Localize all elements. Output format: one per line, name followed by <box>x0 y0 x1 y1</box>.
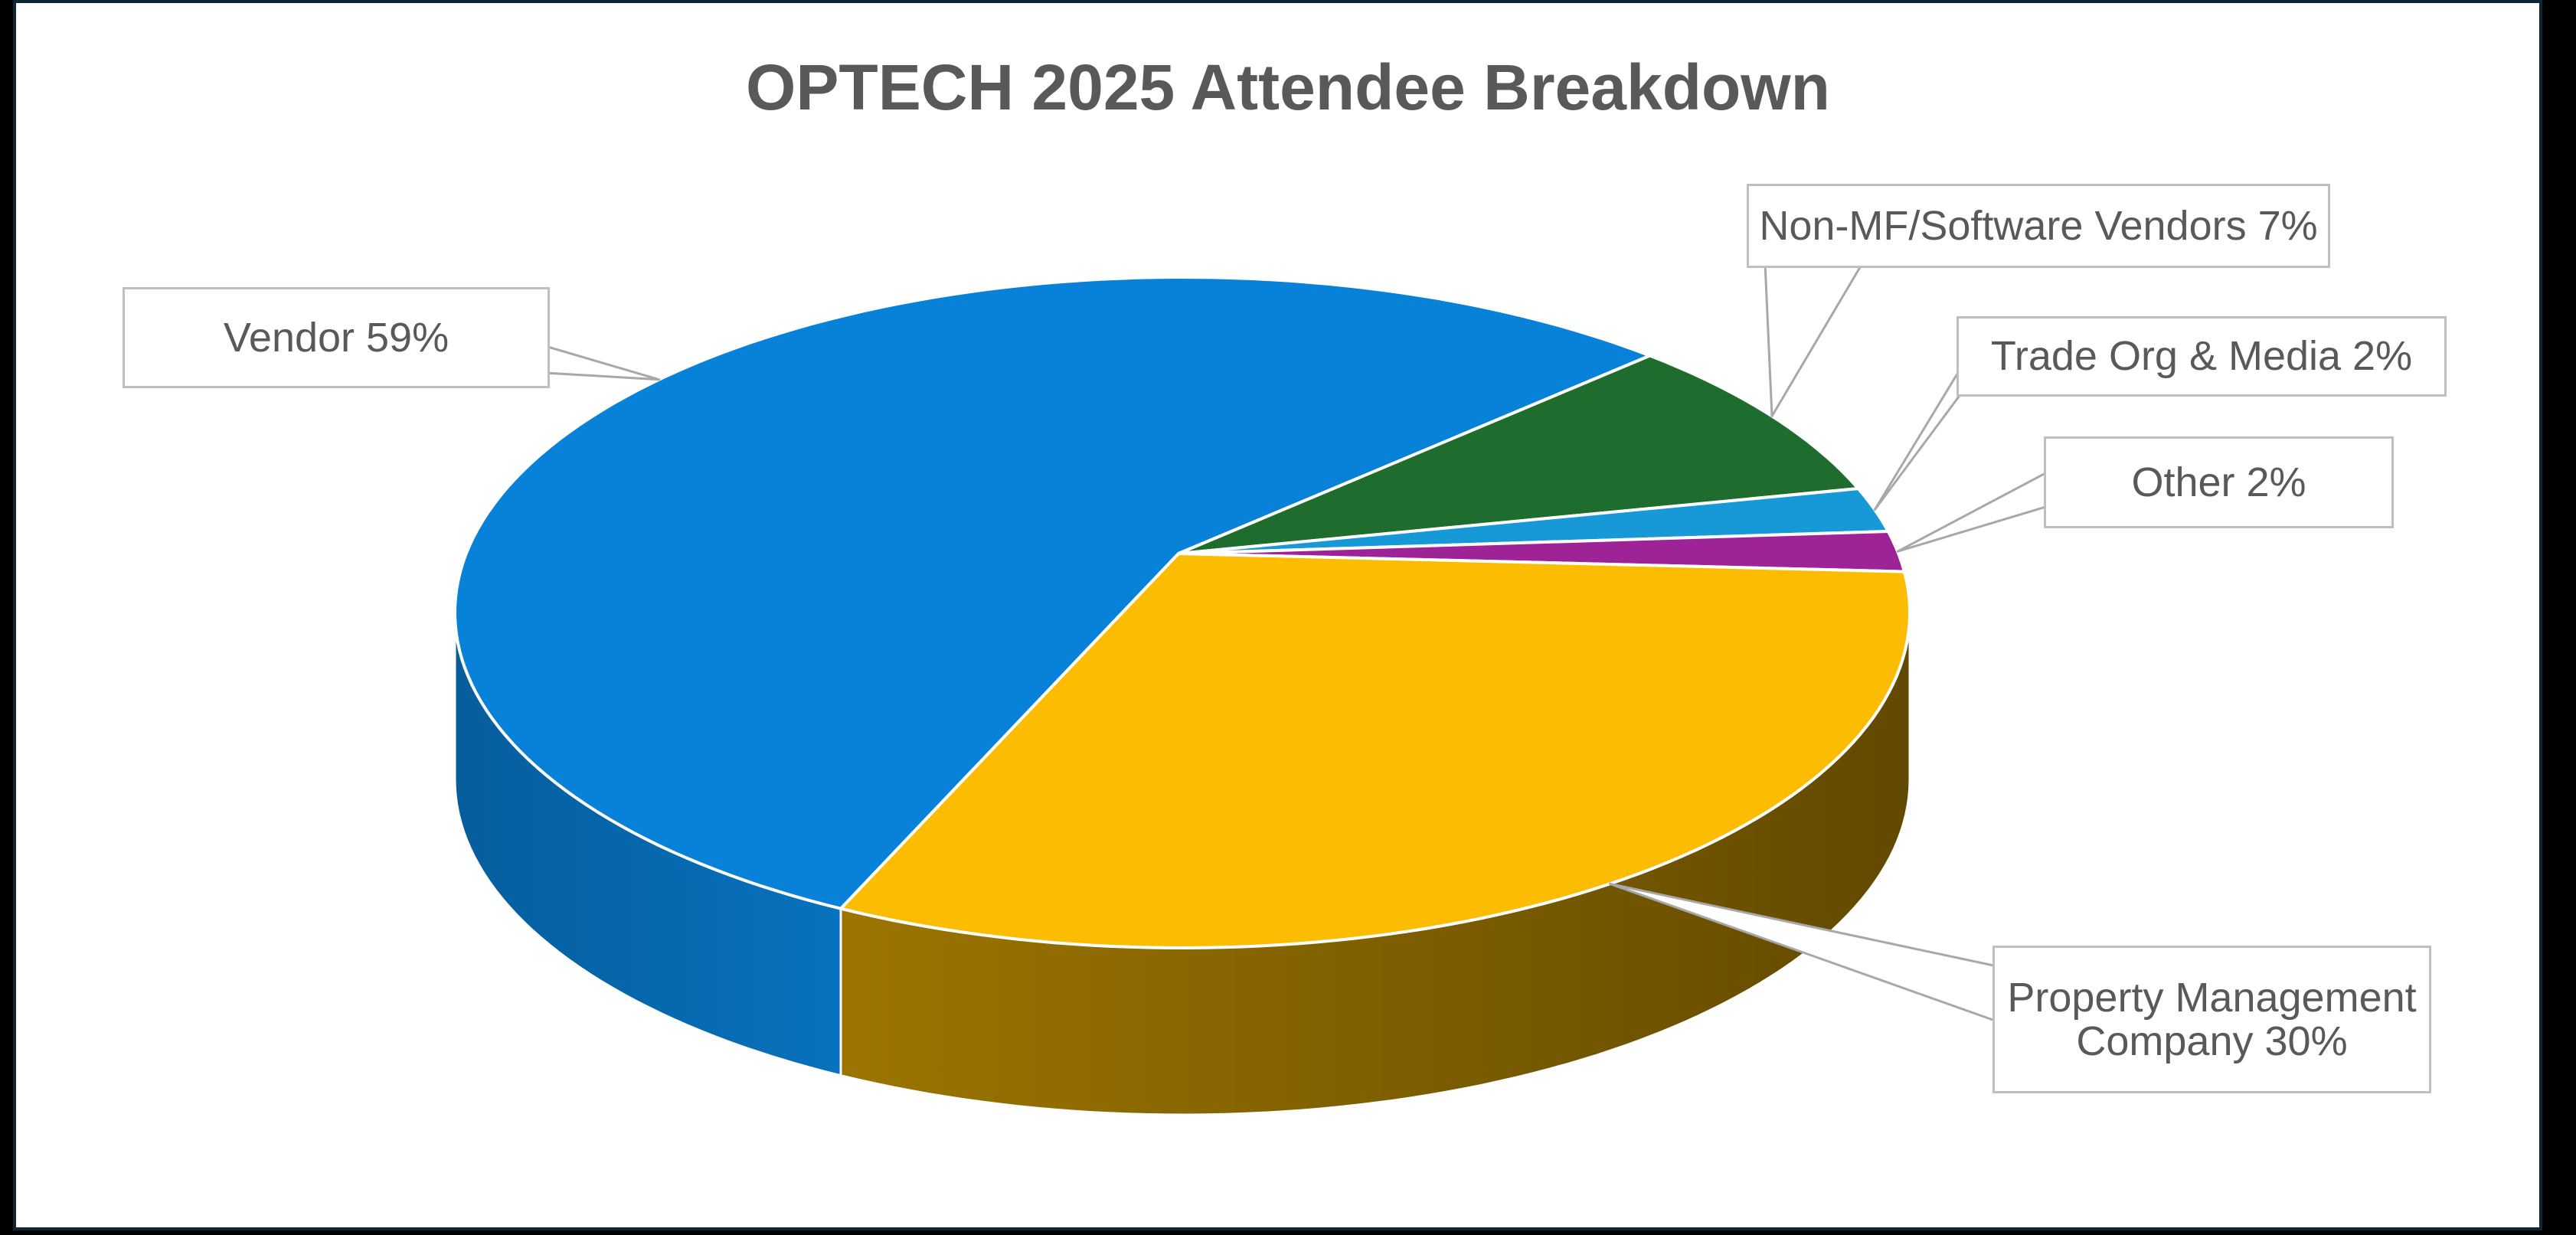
callout-other: Other 2% <box>2044 436 2394 528</box>
pie-slice-vendor <box>453 276 1652 910</box>
callout-vendor: Vendor 59% <box>123 287 550 388</box>
callout-non-mf-label: Non-MF/Software Vendors 7% <box>1759 202 2318 249</box>
callout-other-label: Other 2% <box>2131 459 2306 505</box>
callout-pm-label-line1: Property Management <box>2007 974 2417 1021</box>
pie-slice-property-management-company <box>839 552 1911 949</box>
callout-property-management-company: Property Management Company 30% <box>1992 946 2431 1093</box>
callout-pm-label-line2: Company 30% <box>2076 1018 2348 1064</box>
callout-trade-org-media: Trade Org & Media 2% <box>1957 316 2447 397</box>
callout-vendor-label: Vendor 59% <box>223 314 449 361</box>
callout-non-mf-software-vendors: Non-MF/Software Vendors 7% <box>1747 184 2330 268</box>
callout-trade-label: Trade Org & Media 2% <box>1990 333 2413 379</box>
chart-title: OPTECH 2025 Attendee Breakdown <box>746 51 1830 123</box>
